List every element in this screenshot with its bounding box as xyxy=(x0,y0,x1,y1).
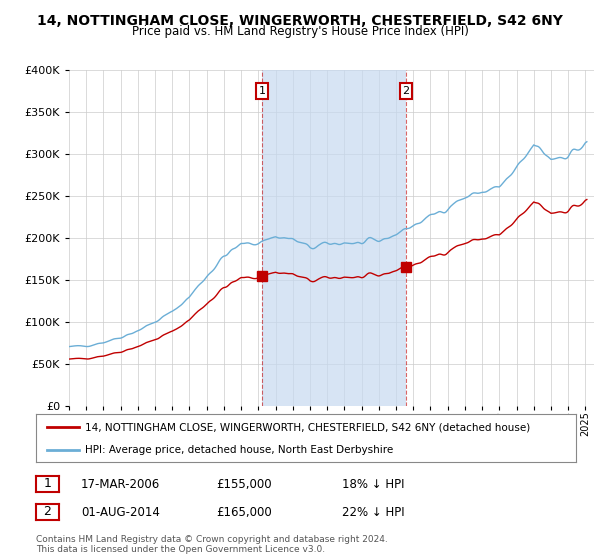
Text: 18% ↓ HPI: 18% ↓ HPI xyxy=(342,478,404,491)
Text: 01-AUG-2014: 01-AUG-2014 xyxy=(81,506,160,519)
Text: 1: 1 xyxy=(43,477,52,491)
Text: 2: 2 xyxy=(403,86,410,96)
Text: Price paid vs. HM Land Registry's House Price Index (HPI): Price paid vs. HM Land Registry's House … xyxy=(131,25,469,38)
Bar xyxy=(262,70,406,406)
Text: £155,000: £155,000 xyxy=(216,478,272,491)
Text: 14, NOTTINGHAM CLOSE, WINGERWORTH, CHESTERFIELD, S42 6NY (detached house): 14, NOTTINGHAM CLOSE, WINGERWORTH, CHEST… xyxy=(85,422,530,432)
Text: 22% ↓ HPI: 22% ↓ HPI xyxy=(342,506,404,519)
Text: 2: 2 xyxy=(43,505,52,519)
Text: 14, NOTTINGHAM CLOSE, WINGERWORTH, CHESTERFIELD, S42 6NY: 14, NOTTINGHAM CLOSE, WINGERWORTH, CHEST… xyxy=(37,14,563,28)
Text: 1: 1 xyxy=(259,86,265,96)
Text: £165,000: £165,000 xyxy=(216,506,272,519)
Text: HPI: Average price, detached house, North East Derbyshire: HPI: Average price, detached house, Nort… xyxy=(85,445,393,455)
Text: 17-MAR-2006: 17-MAR-2006 xyxy=(81,478,160,491)
Text: Contains HM Land Registry data © Crown copyright and database right 2024.
This d: Contains HM Land Registry data © Crown c… xyxy=(36,535,388,554)
